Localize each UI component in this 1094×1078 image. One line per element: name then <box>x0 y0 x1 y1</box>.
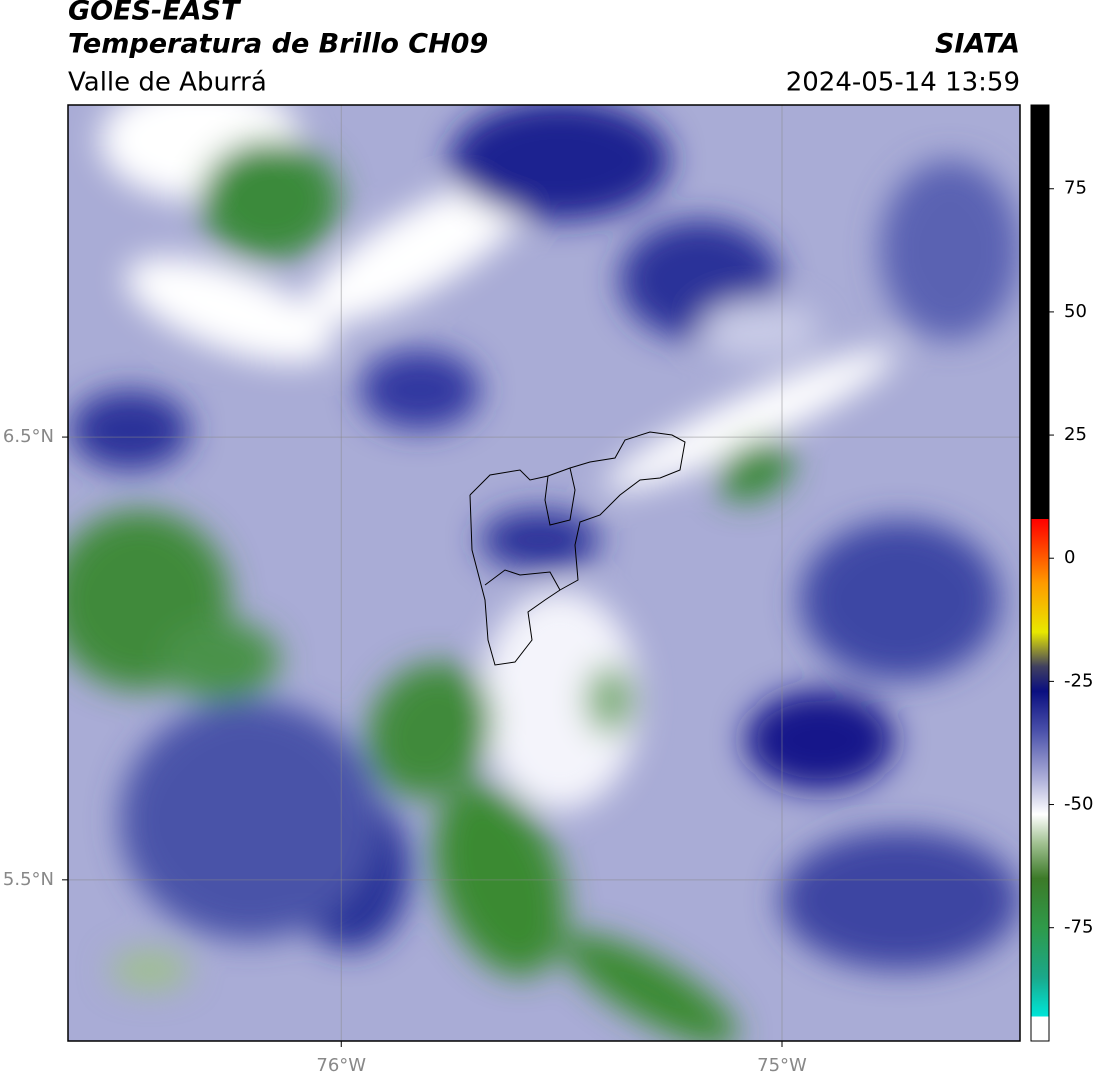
map-frame <box>67 104 1021 1042</box>
cloud-field <box>70 390 190 470</box>
colorbar-label: -75 <box>1064 917 1093 938</box>
colorbar-label: 0 <box>1064 547 1075 568</box>
cloud-field <box>700 300 820 360</box>
x-tick-label: 75°W <box>757 1055 807 1076</box>
colorbar-label: 50 <box>1064 301 1087 322</box>
x-tick-label: 76°W <box>316 1055 366 1076</box>
title: GOES-EAST <box>68 0 242 27</box>
cloud-field <box>717 438 793 502</box>
cloud-field <box>480 590 640 810</box>
cloud-field <box>562 933 738 1041</box>
source: SIATA <box>935 29 1020 60</box>
cloud-field <box>780 830 1020 970</box>
cloud-field <box>880 160 1020 340</box>
cloud-field <box>450 105 670 220</box>
cloud-field <box>585 665 635 735</box>
cloud-field <box>160 620 280 700</box>
cloud-field <box>480 510 600 570</box>
cloud-field <box>125 256 335 364</box>
colorbar-label: -25 <box>1064 670 1093 691</box>
colorbar-label: 25 <box>1064 424 1087 445</box>
cloud-field <box>360 350 480 430</box>
colorbar <box>1030 104 1050 1042</box>
cloud-field <box>604 348 896 492</box>
valley-boundary <box>544 467 576 526</box>
cloud-field <box>367 662 493 798</box>
subtitle: Temperatura de Brillo CH09 <box>68 29 488 60</box>
colorbar-label: -50 <box>1064 794 1093 815</box>
cloud-field <box>110 950 190 990</box>
valley-boundary <box>484 569 561 591</box>
cloud-field <box>200 140 340 260</box>
cloud-field <box>745 690 895 790</box>
timestamp: 2024-05-14 13:59 <box>786 68 1020 98</box>
y-tick-label: 6.5°N <box>3 426 54 447</box>
valley-boundary <box>469 431 686 666</box>
imagery <box>68 105 1020 1041</box>
colorbar-label: 75 <box>1064 178 1087 199</box>
region: Valle de Aburrá <box>68 68 267 98</box>
cloud-field <box>800 520 1000 680</box>
y-tick-label: 5.5°N <box>3 869 54 890</box>
cloud-field <box>305 176 535 324</box>
